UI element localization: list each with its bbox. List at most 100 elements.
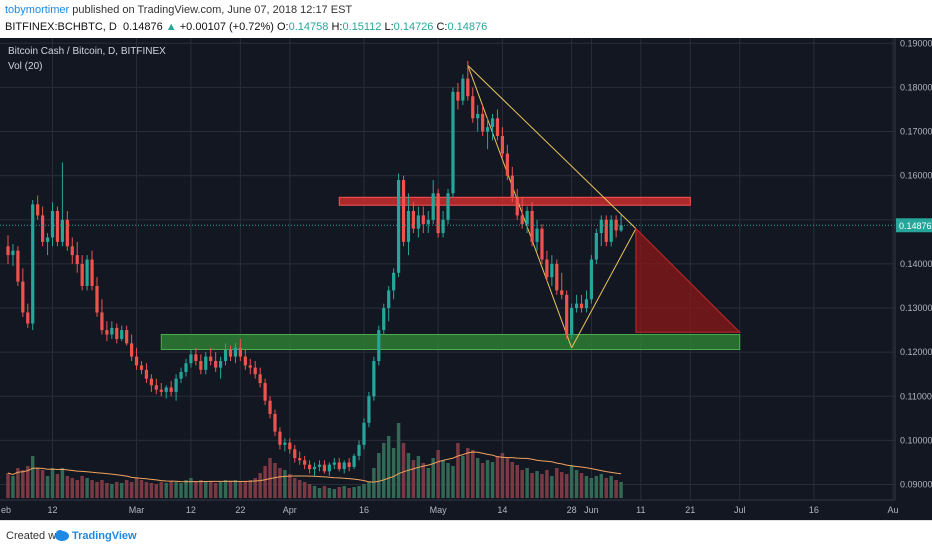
volume-bar bbox=[599, 474, 604, 498]
candle-body bbox=[105, 330, 109, 335]
candle-body bbox=[95, 285, 99, 313]
candle-body bbox=[604, 219, 608, 242]
price-tick-label: 0.11000 bbox=[900, 391, 932, 401]
candle-body bbox=[45, 237, 50, 242]
volume-bar bbox=[431, 458, 435, 498]
volume-bar bbox=[85, 478, 89, 498]
volume-bar bbox=[199, 480, 203, 498]
volume-bars bbox=[6, 423, 623, 498]
candle-body bbox=[273, 413, 277, 432]
low-label: L: bbox=[384, 21, 394, 33]
last-price-marker: 0.14876 bbox=[0, 218, 932, 233]
time-tick-label: Jul bbox=[734, 505, 746, 515]
price-axis[interactable]: 0.09000 0.10000 0.11000 0.12000 0.13000 0.140… bbox=[894, 38, 932, 500]
candle-body bbox=[456, 91, 460, 101]
candle-body bbox=[233, 347, 238, 357]
price-change: +0.00107 (+0.72%) bbox=[179, 21, 274, 33]
candle-body bbox=[565, 294, 569, 335]
volume-bar bbox=[362, 484, 366, 498]
drawings bbox=[160, 64, 741, 351]
candle-body bbox=[50, 210, 55, 238]
candle-body bbox=[31, 204, 35, 324]
candle-body bbox=[238, 347, 242, 357]
volume-bar bbox=[45, 476, 50, 498]
trendline-rising bbox=[571, 228, 637, 349]
candle-body bbox=[589, 259, 594, 300]
volume-bar bbox=[396, 423, 401, 498]
volume-bar bbox=[406, 453, 411, 498]
candle-body bbox=[159, 389, 163, 392]
volume-bar bbox=[485, 460, 490, 498]
volume-bar bbox=[337, 487, 341, 498]
candle-body bbox=[243, 356, 247, 366]
volume-bar bbox=[589, 478, 594, 498]
candle-body bbox=[337, 462, 341, 470]
price-chart[interactable]: 0.14876 0.09000 0.10000 0.11000 0.12000 0.13… bbox=[0, 38, 932, 520]
price-tick-label: 0.09000 bbox=[900, 480, 932, 490]
author-link[interactable]: tobymortimer bbox=[5, 4, 70, 16]
volume-bar bbox=[105, 483, 109, 498]
volume-bar bbox=[564, 474, 569, 498]
volume-bar bbox=[327, 488, 332, 498]
candle-body bbox=[396, 180, 401, 273]
volume-bar bbox=[490, 462, 495, 498]
volume-bar bbox=[510, 462, 515, 498]
trendline-upper bbox=[467, 64, 637, 229]
candle-body bbox=[579, 303, 584, 309]
volume-bar bbox=[386, 436, 391, 498]
time-tick-label: 16 bbox=[809, 505, 819, 515]
volume-bar bbox=[100, 480, 104, 498]
candle-body bbox=[481, 113, 485, 132]
open-label: O: bbox=[277, 21, 289, 33]
volume-bar bbox=[426, 468, 430, 498]
volume-bar bbox=[80, 476, 84, 498]
volume-bar bbox=[194, 481, 198, 498]
volume-bar bbox=[35, 468, 40, 498]
candle-body bbox=[332, 462, 336, 465]
candle-body bbox=[545, 259, 549, 278]
candle-body bbox=[149, 378, 153, 386]
tradingview-brand[interactable]: TradingView bbox=[72, 530, 137, 542]
candle-body bbox=[139, 365, 144, 370]
volume-legend: Vol (20) bbox=[8, 61, 43, 72]
time-tick-label: 22 bbox=[235, 505, 245, 515]
candle-body bbox=[392, 272, 396, 291]
time-tick-label: 11 bbox=[636, 505, 645, 515]
volume-bar bbox=[461, 456, 465, 498]
candle-body bbox=[570, 308, 574, 335]
resistance-zone bbox=[338, 196, 691, 206]
candle-body bbox=[485, 127, 490, 132]
time-tick-label: Mar bbox=[129, 505, 145, 515]
candle-body bbox=[253, 367, 257, 375]
candle-body bbox=[505, 153, 509, 176]
candle-body bbox=[75, 255, 79, 264]
volume-bar bbox=[11, 476, 15, 498]
price-tick-label: 0.16000 bbox=[900, 171, 932, 181]
target-triangle bbox=[635, 227, 741, 333]
candles bbox=[6, 60, 623, 476]
volume-bar bbox=[322, 486, 327, 498]
candle-body bbox=[174, 378, 178, 392]
volume-bar bbox=[65, 476, 70, 498]
volume-ma-line bbox=[7, 451, 622, 483]
volume-bar bbox=[594, 476, 599, 498]
candle-body bbox=[283, 442, 287, 445]
volume-bar bbox=[184, 480, 188, 498]
candle-body bbox=[60, 219, 64, 242]
candle-body bbox=[515, 197, 519, 216]
chart-area[interactable] bbox=[0, 38, 932, 520]
volume-bar bbox=[609, 476, 613, 498]
volume-bar bbox=[115, 482, 119, 498]
volume-bar bbox=[55, 474, 60, 498]
candle-body bbox=[584, 299, 589, 309]
time-tick-label: 14 bbox=[497, 505, 507, 515]
candle-body bbox=[268, 400, 272, 414]
candle-body bbox=[278, 431, 282, 445]
time-tick-label: Jun bbox=[584, 505, 599, 515]
candle-body bbox=[26, 312, 30, 324]
volume-bar bbox=[174, 482, 178, 498]
time-axis[interactable]: eb 12 Mar 12 22 Apr 16 May 14 28 Jun 11 21 Jul 16 Au bbox=[0, 499, 899, 515]
volume-bar bbox=[60, 468, 65, 498]
open-value: 0.14758 bbox=[288, 21, 329, 33]
time-tick-label: eb bbox=[1, 505, 11, 515]
